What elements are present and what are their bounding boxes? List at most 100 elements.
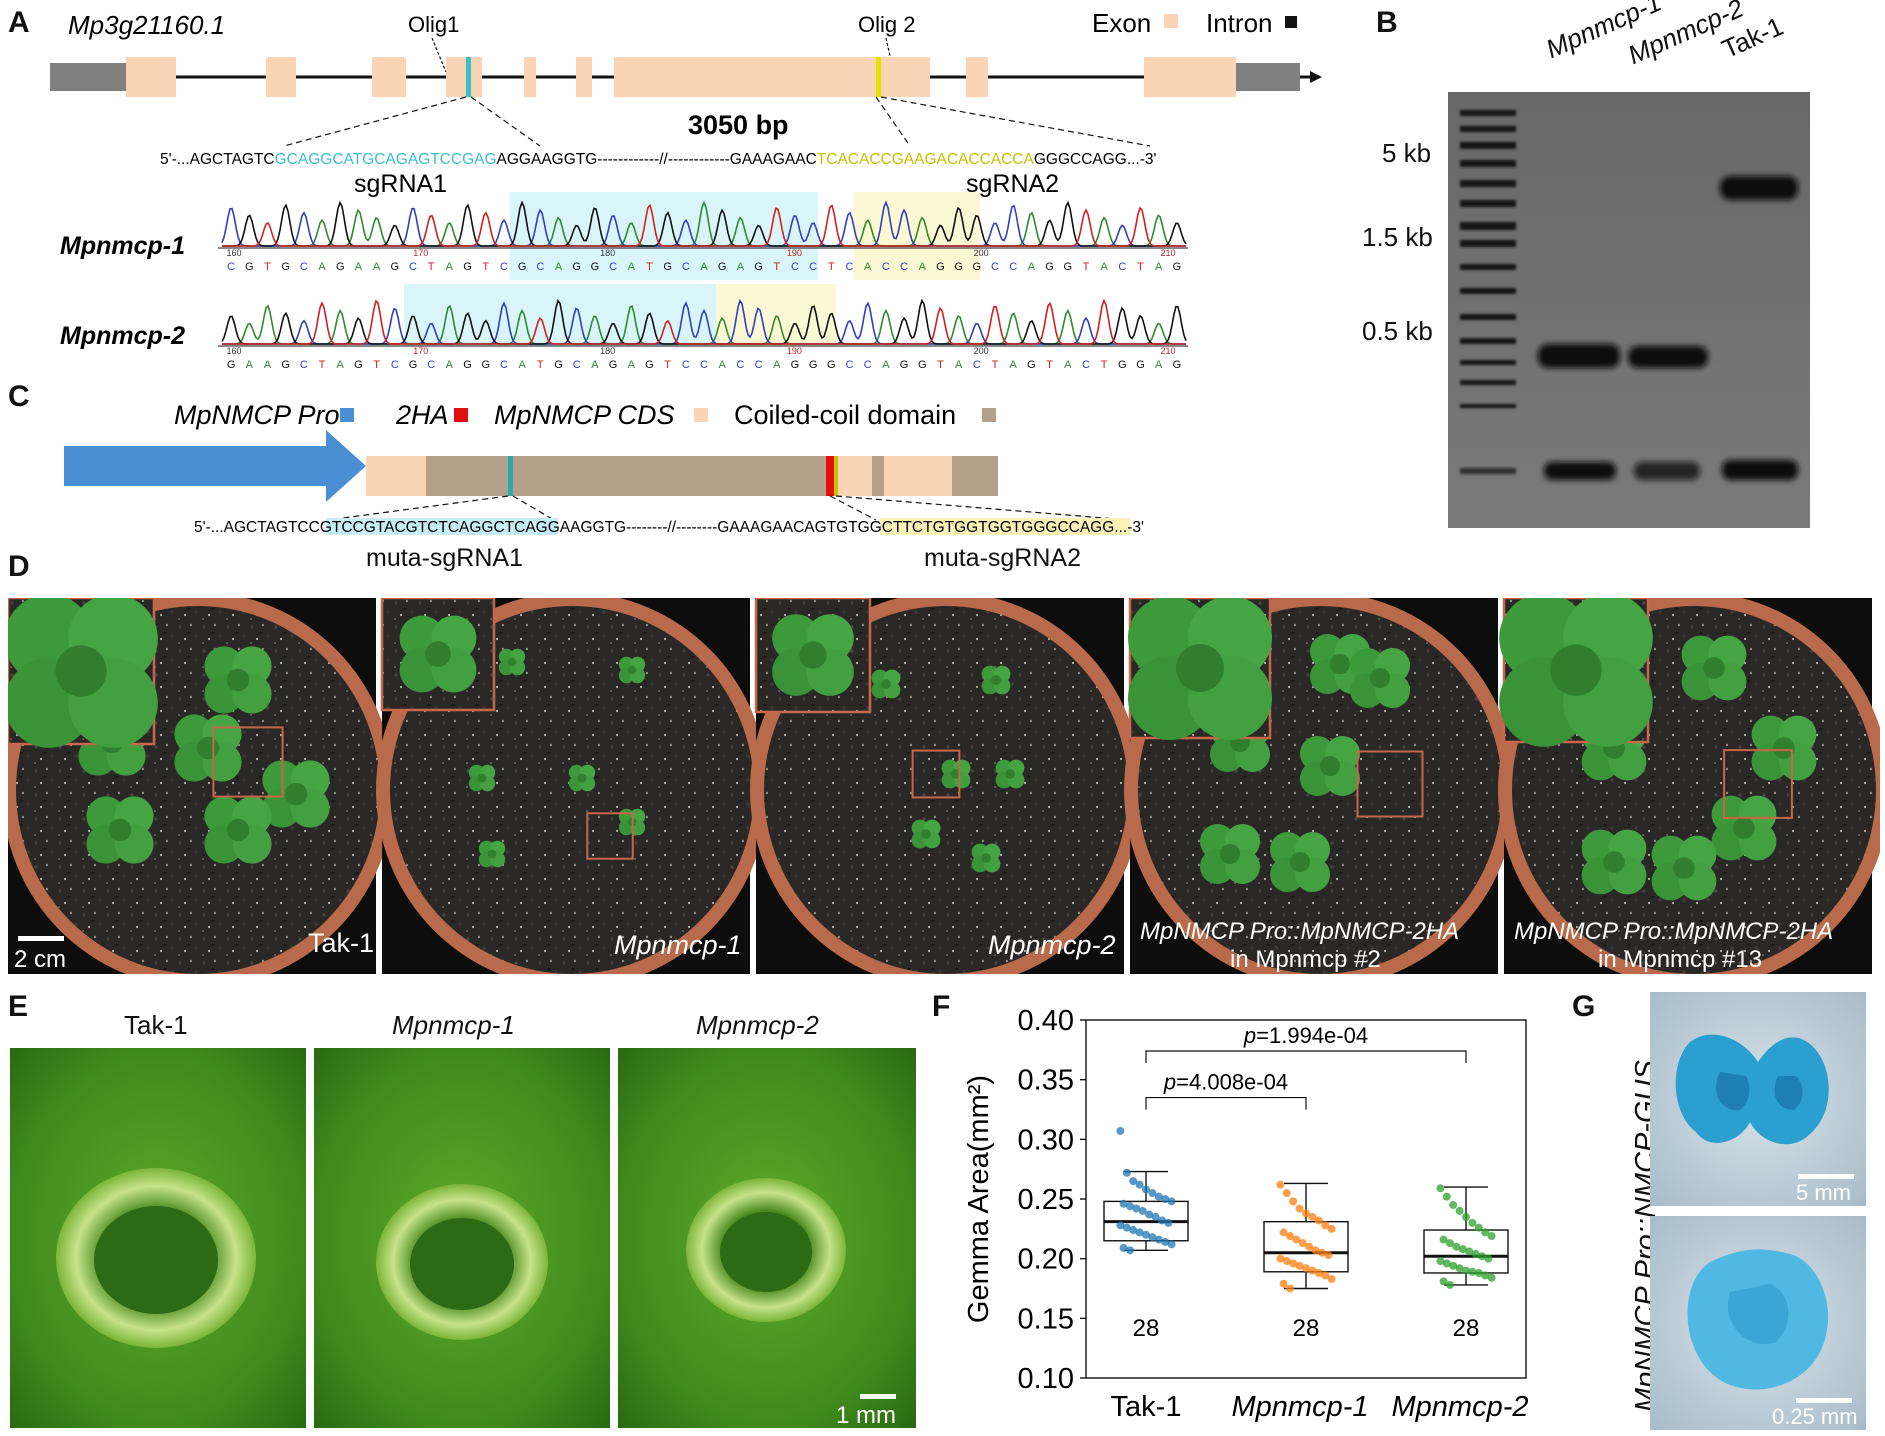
base-call: C <box>427 359 435 370</box>
base-call: A <box>955 359 963 370</box>
muta-sgrna1-site <box>508 456 513 496</box>
pot-label-comp13-line2: in Mpnmcp #13 <box>1598 946 1763 973</box>
data-point <box>1154 1235 1163 1244</box>
plant-rosette <box>568 764 596 792</box>
base-call: T <box>773 261 780 273</box>
gemma-photo-mpnmcp1 <box>314 1048 610 1428</box>
n-label: 28 <box>1293 1315 1320 1342</box>
data-point <box>1478 1252 1486 1261</box>
data-point <box>1439 1235 1448 1244</box>
legend-2ha-label: 2HA <box>395 400 449 430</box>
data-point <box>1474 1223 1483 1232</box>
base-call: G <box>1173 261 1182 273</box>
base-call: G <box>409 359 418 370</box>
pot-label-comp2-line1: MpNMCP Pro::MpNMCP-2HA <box>1140 918 1460 945</box>
ha-tag <box>826 456 834 496</box>
panel-letter-c: C <box>8 380 30 413</box>
base-call: T <box>1101 359 1108 370</box>
base-call: G <box>1045 261 1054 273</box>
data-point <box>1327 1274 1336 1283</box>
trace2-sg2-highlight <box>716 284 836 346</box>
base-call: C <box>500 261 508 273</box>
y-tick-label: 0.40 <box>1018 1005 1074 1037</box>
data-point <box>1158 1216 1166 1225</box>
legend-2ha-swatch <box>454 408 468 422</box>
n-label: 28 <box>1453 1315 1480 1342</box>
data-point <box>1286 1284 1294 1293</box>
y-tick-label: 0.30 <box>1018 1124 1074 1156</box>
base-call: T <box>482 261 489 273</box>
data-point <box>1135 1180 1144 1189</box>
x-tick-label: Tak-1 <box>1111 1391 1182 1423</box>
pot-photo-5 <box>1498 598 1880 974</box>
data-point <box>1471 1249 1480 1258</box>
base-call: C <box>682 261 690 273</box>
base-call: C <box>300 261 308 273</box>
base-call: A <box>1064 359 1072 370</box>
panel-letter-e: E <box>8 990 29 1023</box>
base-call: C <box>846 359 854 370</box>
chromatogram-mpnmcp-1 <box>221 200 1187 247</box>
data-point <box>1302 1264 1310 1273</box>
data-point <box>1487 1273 1496 1282</box>
base-call: G <box>481 359 490 370</box>
data-point <box>1282 1257 1291 1266</box>
base-call: A <box>773 359 781 370</box>
olig2-label: Olig 2 <box>858 12 915 37</box>
y-tick-label: 0.10 <box>1018 1363 1074 1395</box>
panel-d-scale-bar <box>18 936 64 941</box>
pot-label-mpnmcp1: Mpnmcp-1 <box>614 930 742 960</box>
base-call: A <box>919 261 927 273</box>
plant-rosette <box>981 665 1011 695</box>
base-call: G <box>245 261 254 273</box>
gus-bottom-scale-label: 0.25 mm <box>1772 1404 1858 1429</box>
gus-bottom-scale-bar <box>1796 1398 1852 1403</box>
base-call: G <box>391 261 400 273</box>
y-tick-label: 0.25 <box>1018 1184 1074 1216</box>
position-tick: 170 <box>413 248 428 258</box>
data-point <box>1449 1261 1458 1270</box>
data-point <box>1321 1271 1330 1280</box>
base-call: A <box>628 359 636 370</box>
pot-photo-3 <box>750 598 1142 974</box>
panel-letter-f: F <box>932 990 951 1023</box>
data-point <box>1314 1216 1323 1225</box>
data-point <box>1145 1210 1154 1219</box>
data-point <box>1161 1195 1170 1203</box>
data-point <box>1148 1189 1157 1198</box>
data-point <box>1481 1228 1490 1237</box>
data-point <box>1308 1212 1317 1221</box>
mutant1-label: Mpnmcp-1 <box>60 232 185 260</box>
position-tick: 210 <box>1160 346 1175 356</box>
panel-e-title-1: Tak-1 <box>124 1010 188 1040</box>
base-call: T <box>828 261 835 273</box>
base-call: G <box>918 359 927 370</box>
data-point <box>1295 1261 1304 1270</box>
base-call: C <box>1118 261 1126 273</box>
base-call: T <box>264 261 271 273</box>
data-point <box>1302 1209 1310 1218</box>
base-call: C <box>864 359 872 370</box>
data-point <box>1442 1259 1451 1268</box>
plant-rosette <box>86 796 154 864</box>
x-tick-label: Mpnmcp-1 <box>1232 1391 1369 1423</box>
plant-rosette <box>174 714 242 782</box>
position-tick: 200 <box>974 248 989 258</box>
base-call: A <box>337 359 345 370</box>
gemma-photo-mpnmcp2 <box>618 1048 916 1428</box>
base-call: C <box>791 261 799 273</box>
sgrna2-site <box>876 57 881 97</box>
gus-thallus-photo <box>1650 992 1866 1206</box>
base-call: A <box>446 359 454 370</box>
n-label: 28 <box>1133 1315 1160 1342</box>
trace1-position-ticks: 160 170 180 190 200 210 <box>226 248 1175 258</box>
plant-rosette <box>498 648 526 676</box>
base-call: C <box>682 359 690 370</box>
panel-a-gene-structure: Mp3g21160.1 Olig1 Olig 2 Exon Intron 305… <box>50 8 1322 370</box>
data-point <box>1116 1221 1125 1230</box>
data-point <box>1135 1228 1144 1237</box>
base-call: G <box>1136 359 1145 370</box>
data-point <box>1154 1192 1163 1201</box>
base-call: A <box>700 261 708 273</box>
trace-A <box>222 200 1186 247</box>
